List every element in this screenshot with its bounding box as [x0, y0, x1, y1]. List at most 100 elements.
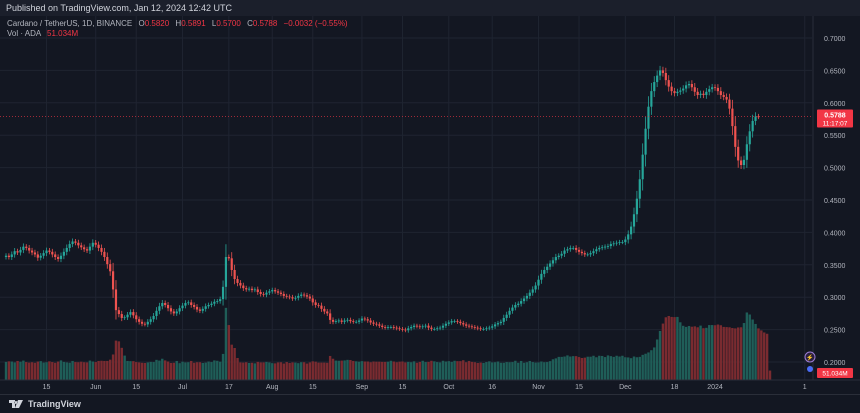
candle-body: [653, 82, 656, 92]
volume-bar: [337, 360, 341, 380]
candle-body: [514, 304, 517, 308]
volume-bar: [415, 362, 419, 380]
candle-body: [656, 75, 659, 83]
candle-body: [728, 99, 731, 109]
volume-legend[interactable]: Vol · ADA 51.034M: [7, 29, 78, 38]
volume-bar: [462, 360, 465, 380]
volume-bar: [19, 361, 22, 380]
volume-bar: [736, 327, 740, 380]
x-tick-label: 15: [309, 384, 317, 391]
volume-bar: [569, 356, 572, 380]
price-chart[interactable]: 0.7000 0.6500 0.6000 0.5500 0.5000 0.4500 0.40…: [0, 16, 860, 394]
volume-bar: [638, 356, 641, 380]
volume-bar: [473, 362, 477, 380]
published-banner: Published on TradingView.com, Jan 12, 20…: [0, 0, 860, 16]
candle-body: [395, 327, 398, 329]
price-badge-countdown: 11:17:07: [823, 121, 848, 128]
volume-bar: [256, 361, 259, 380]
volume-bar: [94, 362, 97, 380]
volume-bar: [583, 357, 586, 380]
candle-body: [33, 252, 37, 255]
candle-body: [595, 249, 598, 252]
candle-body: [621, 242, 624, 243]
candle-body: [456, 321, 459, 322]
candle-body: [676, 91, 679, 94]
volume-bar: [476, 362, 479, 380]
volume-bar: [392, 361, 395, 380]
volume-bar: [137, 362, 141, 380]
candle-body: [615, 242, 618, 244]
candle-body: [401, 328, 404, 330]
candle-body: [172, 311, 175, 314]
volume-bar: [705, 327, 708, 380]
candle-body: [473, 327, 476, 328]
y-tick-label: 0.2000: [824, 360, 846, 367]
candle-body: [687, 84, 691, 86]
volume-bar: [16, 360, 19, 380]
candle-body: [548, 263, 552, 267]
candle-body: [178, 308, 181, 312]
symbol-name: Cardano / TetherUS, 1D, BINANCE: [7, 19, 133, 28]
x-tick-label: 17: [225, 384, 233, 391]
volume-label: Vol · ADA: [7, 29, 41, 38]
candle-body: [482, 328, 485, 330]
candle-body: [366, 319, 369, 321]
volume-bar: [340, 360, 343, 380]
candle-body: [242, 285, 245, 289]
volume-bars: [4, 307, 772, 380]
volume-bar: [673, 317, 676, 380]
candle-body: [384, 327, 387, 328]
volume-bar: [514, 360, 517, 380]
candle-body: [583, 253, 586, 255]
candle-body: [563, 250, 566, 254]
volume-bar: [80, 361, 83, 380]
volume-bar: [444, 361, 448, 380]
volume-bar: [239, 362, 242, 380]
volume-bar: [592, 355, 595, 380]
tradingview-logo-icon[interactable]: [8, 398, 26, 410]
volume-bar: [699, 325, 702, 380]
volume-bar: [236, 357, 239, 380]
volume-bar: [693, 326, 696, 380]
candle-body: [355, 321, 358, 323]
candle-body: [546, 266, 549, 270]
candle-body: [502, 317, 505, 322]
volume-bar: [317, 362, 320, 380]
candle-body: [424, 325, 427, 327]
volume-bar: [294, 362, 297, 380]
y-tick-label: 0.5500: [824, 133, 846, 140]
candle-body: [42, 253, 45, 256]
volume-bar: [725, 327, 728, 380]
volume-bar: [528, 360, 532, 380]
candle-body: [369, 320, 372, 323]
volume-bar: [91, 361, 95, 380]
candle-body: [253, 289, 256, 291]
volume-bar: [401, 361, 404, 380]
candle-body: [132, 312, 135, 316]
symbol-legend[interactable]: Cardano / TetherUS, 1D, BINANCE O0.5820 …: [7, 19, 348, 28]
volume-bar: [299, 362, 303, 380]
volume-bar: [572, 356, 575, 380]
volume-bar: [36, 361, 40, 380]
volume-bar: [326, 362, 329, 380]
volume-bar: [742, 323, 746, 380]
tradingview-brand[interactable]: TradingView: [28, 399, 81, 409]
candle-body: [612, 243, 615, 245]
candle-body: [496, 323, 500, 325]
candle-body: [479, 328, 482, 330]
volume-bar: [166, 361, 170, 380]
volume-bar: [268, 362, 271, 380]
volume-bar: [398, 361, 401, 380]
candle-body: [603, 246, 607, 248]
volume-bar: [372, 361, 375, 380]
candle-body: [56, 257, 60, 259]
x-tick-label: 15: [575, 384, 583, 391]
volume-bar: [687, 325, 691, 380]
candle-body: [375, 323, 378, 325]
candle-body: [748, 131, 751, 145]
volume-bar: [598, 355, 601, 380]
volume-bar: [305, 363, 309, 380]
candle-body: [534, 285, 537, 290]
volume-bar: [511, 362, 514, 380]
